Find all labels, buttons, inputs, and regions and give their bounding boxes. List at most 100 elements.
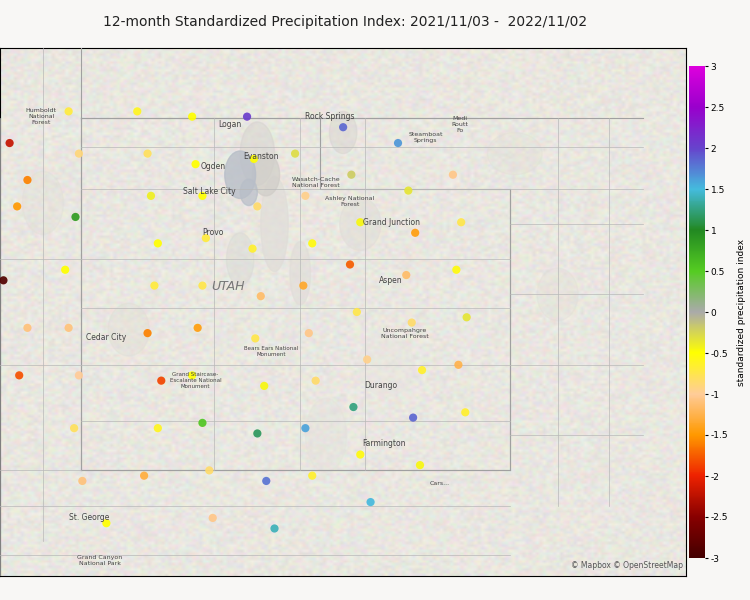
Text: Farmington: Farmington — [362, 439, 406, 449]
Point — [186, 112, 198, 121]
Point — [207, 513, 219, 523]
Point — [310, 376, 322, 385]
Point — [407, 413, 419, 422]
Text: Uncompahgre
National Forest: Uncompahgre National Forest — [381, 328, 429, 338]
Point — [196, 418, 208, 428]
Ellipse shape — [225, 151, 256, 199]
Point — [400, 270, 412, 280]
Point — [0, 275, 10, 285]
Point — [142, 149, 154, 158]
Text: Grand Canyon
National Park: Grand Canyon National Park — [77, 555, 122, 566]
Point — [354, 217, 366, 227]
Text: Humboldt
National
Forest: Humboldt National Forest — [26, 109, 57, 125]
Point — [62, 107, 75, 116]
Ellipse shape — [108, 303, 149, 356]
Point — [22, 323, 34, 332]
Point — [260, 476, 272, 486]
Point — [73, 149, 85, 158]
Point — [406, 318, 418, 328]
Point — [255, 292, 267, 301]
Point — [186, 371, 198, 380]
Text: Medi
Routt
Fo: Medi Routt Fo — [452, 116, 468, 133]
Point — [22, 175, 34, 185]
Point — [268, 524, 280, 533]
Point — [145, 191, 157, 200]
Point — [344, 260, 356, 269]
Point — [142, 328, 154, 338]
Point — [148, 281, 160, 290]
Text: 12-month Standardized Precipitation Index: 2021/11/03 -  2022/11/02: 12-month Standardized Precipitation Inde… — [103, 15, 587, 29]
Text: Ashley National
Forest: Ashley National Forest — [326, 196, 374, 206]
Point — [251, 428, 263, 438]
Text: Bears Ears National
Monument: Bears Ears National Monument — [244, 346, 298, 357]
Point — [100, 518, 112, 528]
Text: Aspen: Aspen — [380, 276, 403, 285]
Point — [203, 466, 215, 475]
Y-axis label: standardized precipitation index: standardized precipitation index — [736, 238, 746, 386]
Text: UTAH: UTAH — [211, 280, 244, 293]
Point — [289, 149, 301, 158]
Point — [76, 476, 88, 486]
Point — [62, 323, 75, 332]
Ellipse shape — [305, 398, 347, 472]
Text: Grand Staircase-
Escalante National
Monument: Grand Staircase- Escalante National Monu… — [170, 373, 221, 389]
Text: Salt Lake City: Salt Lake City — [183, 187, 236, 196]
Point — [249, 334, 261, 343]
Point — [241, 112, 253, 121]
Point — [70, 212, 82, 222]
Point — [447, 170, 459, 179]
Ellipse shape — [240, 179, 257, 206]
Point — [200, 233, 211, 243]
Ellipse shape — [261, 176, 288, 272]
Point — [452, 360, 464, 370]
Ellipse shape — [340, 197, 381, 250]
Point — [402, 186, 414, 196]
Point — [459, 407, 471, 417]
Point — [4, 138, 16, 148]
Point — [196, 191, 208, 200]
Text: Cedar City: Cedar City — [86, 333, 127, 342]
Point — [450, 265, 462, 275]
Point — [196, 281, 208, 290]
Point — [155, 376, 167, 385]
Text: Cars...: Cars... — [429, 481, 449, 486]
Point — [455, 217, 467, 227]
Point — [13, 371, 26, 380]
Point — [410, 228, 422, 238]
Point — [416, 365, 428, 375]
Point — [306, 471, 318, 481]
Point — [297, 281, 309, 290]
Point — [190, 160, 202, 169]
Point — [303, 328, 315, 338]
Point — [152, 424, 164, 433]
Text: © Mapbox © OpenStreetMap: © Mapbox © OpenStreetMap — [571, 560, 682, 569]
Point — [351, 307, 363, 317]
Text: Steamboat
Springs: Steamboat Springs — [408, 133, 442, 143]
Point — [299, 191, 311, 200]
Ellipse shape — [22, 171, 64, 235]
Point — [364, 497, 376, 507]
Text: Rock Springs: Rock Springs — [304, 112, 354, 121]
Point — [247, 244, 259, 253]
Point — [345, 170, 357, 179]
Point — [68, 424, 80, 433]
Point — [337, 122, 349, 132]
Point — [258, 381, 270, 391]
Text: Provo: Provo — [202, 228, 223, 237]
Text: Logan: Logan — [218, 120, 242, 129]
Text: Ogden: Ogden — [200, 162, 225, 172]
Ellipse shape — [290, 242, 310, 305]
Ellipse shape — [252, 154, 280, 196]
Point — [138, 471, 150, 481]
Text: Durango: Durango — [364, 382, 398, 391]
Ellipse shape — [329, 112, 357, 154]
Point — [192, 323, 204, 332]
Ellipse shape — [226, 233, 254, 286]
Ellipse shape — [488, 133, 542, 175]
Ellipse shape — [358, 333, 413, 397]
Point — [248, 154, 260, 164]
Ellipse shape — [240, 122, 274, 185]
Text: Grand Junction: Grand Junction — [363, 218, 420, 227]
Point — [460, 313, 472, 322]
Text: St. George: St. George — [69, 514, 110, 523]
